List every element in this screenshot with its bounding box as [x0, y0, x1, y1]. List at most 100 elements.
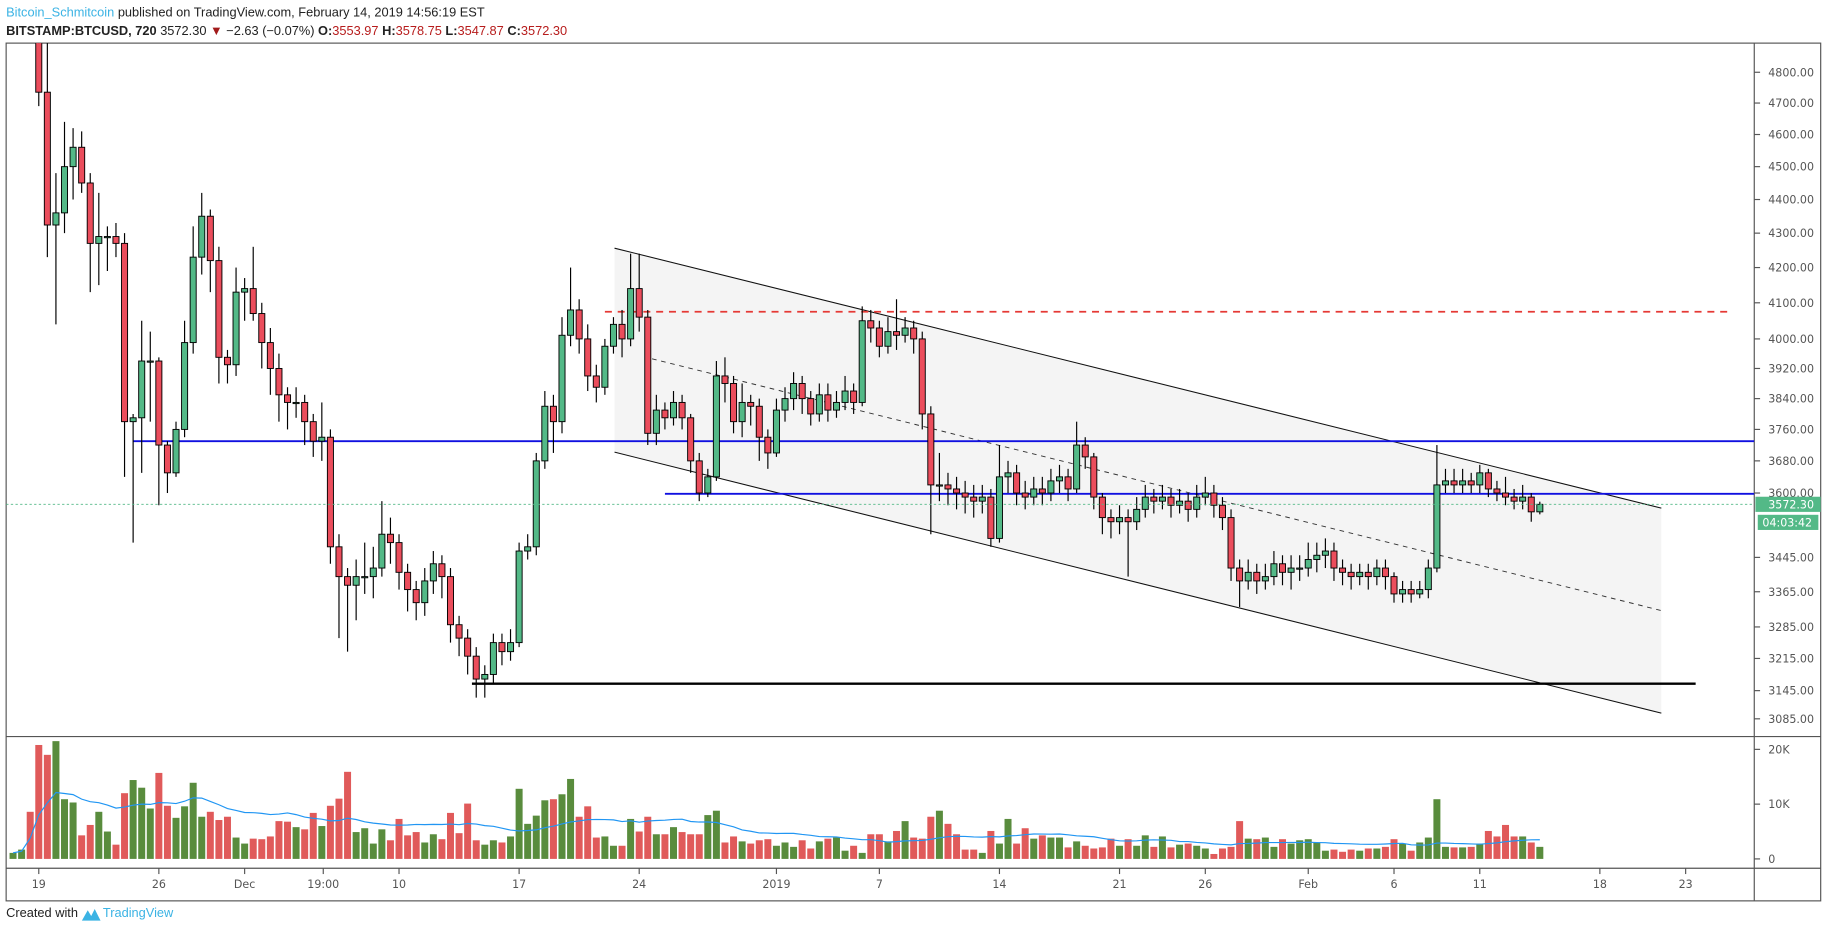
- triangle-down-icon: ▼: [210, 23, 223, 38]
- volume-bar: [301, 829, 309, 859]
- volume-bar: [1416, 842, 1424, 859]
- price-tick-label: 3760.00: [1768, 423, 1814, 436]
- volume-bar: [1030, 838, 1038, 859]
- volume-bar: [1399, 843, 1407, 859]
- candle-body: [644, 316, 652, 434]
- volume-bar: [815, 841, 823, 859]
- volume-bar: [1047, 837, 1055, 859]
- publish-info: published on TradingView.com, February 1…: [118, 4, 485, 19]
- volume-bar: [266, 836, 274, 859]
- volume-bar: [189, 782, 197, 859]
- price-axis[interactable]: 4800.00 4700.00 4600.00 4500.00 4400.00 4300.…: [1754, 66, 1814, 866]
- volume-bar: [1124, 839, 1132, 859]
- volume-bar: [901, 821, 909, 859]
- volume-bar: [352, 832, 360, 859]
- candle-body: [687, 417, 695, 462]
- volume-bar: [1090, 848, 1098, 859]
- candle-body: [910, 327, 918, 340]
- price-tick-label: 3285.00: [1768, 621, 1814, 634]
- channel-drawing[interactable]: [614, 247, 1662, 714]
- tradingview-link[interactable]: TradingView: [103, 905, 174, 920]
- candle-body: [1030, 488, 1038, 498]
- candle-body: [781, 398, 789, 411]
- candle-body: [824, 394, 832, 411]
- volume-bar: [858, 852, 866, 859]
- candle-body: [472, 655, 480, 680]
- candle-body: [867, 320, 875, 329]
- candle-body: [1107, 517, 1115, 523]
- candle-body: [515, 550, 523, 644]
- candle-body: [464, 637, 472, 657]
- candle-body: [1407, 589, 1415, 595]
- candle-body: [1021, 492, 1029, 498]
- volume-bar: [670, 827, 678, 859]
- close-label: C:: [507, 23, 521, 38]
- candle-body: [704, 476, 712, 494]
- candle-body: [155, 360, 163, 446]
- volume-bar: [78, 835, 86, 859]
- candle-body: [1450, 480, 1458, 486]
- volume-bar: [644, 816, 652, 859]
- candle-body: [386, 533, 394, 544]
- candle-body: [944, 484, 952, 490]
- volume-bar: [275, 821, 283, 859]
- volume-bar: [446, 812, 454, 859]
- volume-bar: [1287, 843, 1295, 859]
- candle-body: [507, 642, 515, 653]
- candle-body: [575, 309, 583, 340]
- candle-body: [1150, 496, 1158, 502]
- candle-body: [1476, 472, 1484, 486]
- time-tick-label: 7: [876, 878, 883, 891]
- candle-body: [455, 624, 463, 639]
- candle-body: [850, 390, 858, 403]
- volume-bar: [386, 840, 394, 859]
- close-value: 3572.30: [521, 23, 567, 38]
- time-tick-label: 21: [1112, 878, 1126, 891]
- volume-bar: [953, 834, 961, 859]
- author-link[interactable]: Bitcoin_Schmitcoin: [6, 4, 114, 19]
- horizontal-lines[interactable]: [133, 310, 1755, 685]
- volume-bar: [1236, 821, 1244, 859]
- created-with-label: Created with: [6, 905, 78, 920]
- candle-body: [549, 405, 557, 423]
- volume-bar: [284, 821, 292, 859]
- volume-bar: [781, 842, 789, 859]
- time-axis[interactable]: 19 26 Dec 19:00 10 17 24 2019 7 14 21 26 Feb 6 11 18 23: [32, 868, 1693, 891]
- candle-body: [670, 401, 678, 419]
- volume-bar: [103, 831, 111, 859]
- volume-bar: [1116, 845, 1124, 859]
- time-tick-label: 11: [1473, 878, 1487, 891]
- volume-bar: [95, 811, 103, 859]
- price-tick-label: 3445.00: [1768, 551, 1814, 564]
- volume-bar: [43, 754, 51, 859]
- candle-body: [1304, 559, 1312, 569]
- volume-bar: [995, 843, 1003, 859]
- channel-lower-line: [614, 451, 1662, 714]
- volume-bar: [86, 824, 94, 859]
- volume-bar: [1107, 838, 1115, 859]
- price-tick-label: 4500.00: [1768, 161, 1814, 174]
- volume-bar: [249, 838, 257, 859]
- volume-bar: [1321, 850, 1329, 859]
- time-tick-label: 26: [152, 878, 166, 891]
- open-label: O:: [318, 23, 332, 38]
- volume-bar: [1339, 851, 1347, 859]
- volume-bar: [232, 837, 240, 859]
- candle-body: [446, 576, 454, 626]
- candle-body: [695, 460, 703, 494]
- volume-bar: [378, 829, 386, 859]
- volume-bar: [481, 844, 489, 859]
- candle-body: [1330, 550, 1338, 569]
- volume-bar: [1176, 844, 1184, 859]
- tradingview-logo-icon[interactable]: [81, 909, 101, 921]
- volume-bar: [549, 799, 557, 859]
- high-label: H:: [382, 23, 396, 38]
- candle-body: [1055, 476, 1063, 482]
- volume-bar: [609, 845, 617, 859]
- time-tick-label: 26: [1198, 878, 1212, 891]
- volume-bar: [1244, 838, 1252, 859]
- volume-bar: [1038, 835, 1046, 859]
- candle-body: [652, 409, 660, 434]
- candle-body: [429, 563, 437, 582]
